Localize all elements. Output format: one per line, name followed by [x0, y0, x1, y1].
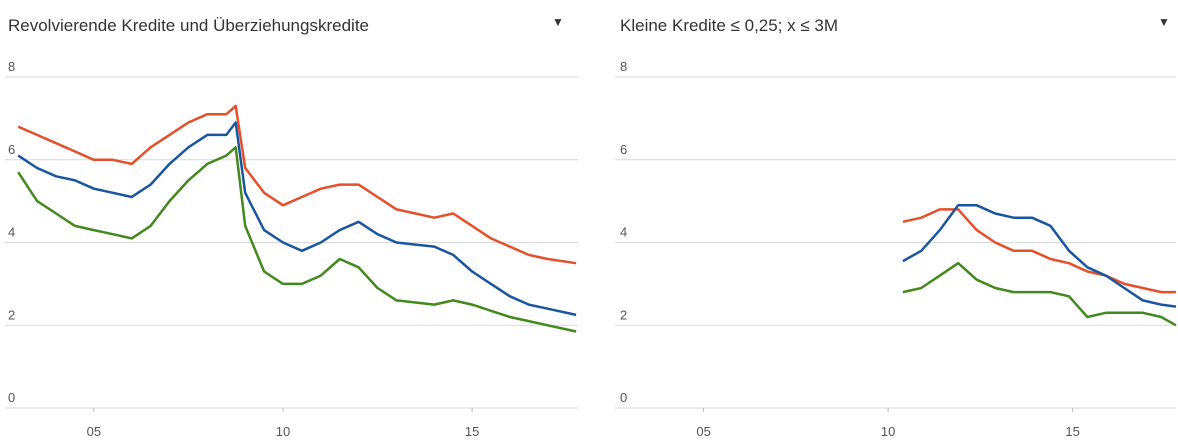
y-tick-label: 2: [8, 307, 15, 322]
x-tick-label: 10: [881, 424, 895, 439]
y-tick-label: 6: [620, 142, 627, 157]
y-tick-label: 0: [8, 390, 15, 405]
y-tick-label: 0: [620, 390, 627, 405]
x-tick-label: 05: [87, 424, 101, 439]
x-tick-label: 05: [696, 424, 710, 439]
series-line: [17, 104, 577, 265]
y-tick-label: 2: [620, 307, 627, 322]
menu-toggle[interactable]: ▼: [552, 15, 564, 29]
x-tick-label: 10: [276, 424, 290, 439]
series-line: [902, 208, 1176, 294]
x-tick-label: 15: [465, 424, 479, 439]
y-tick-label: 6: [8, 142, 15, 157]
x-tick-label: 15: [1065, 424, 1079, 439]
series-line: [17, 121, 577, 317]
series-line: [902, 204, 1177, 308]
chart-title: Kleine Kredite ≤ 0,25; x ≤ 3M: [620, 16, 838, 35]
series-line: [902, 261, 1177, 327]
y-tick-label: 4: [620, 225, 627, 240]
y-tick-label: 4: [8, 225, 15, 240]
menu-toggle[interactable]: ▼: [1158, 15, 1170, 29]
y-tick-label: 8: [8, 59, 15, 74]
chart-title: Revolvierende Kredite und Überziehungskr…: [8, 16, 369, 35]
series-line: [17, 146, 577, 333]
y-tick-label: 8: [620, 59, 627, 74]
